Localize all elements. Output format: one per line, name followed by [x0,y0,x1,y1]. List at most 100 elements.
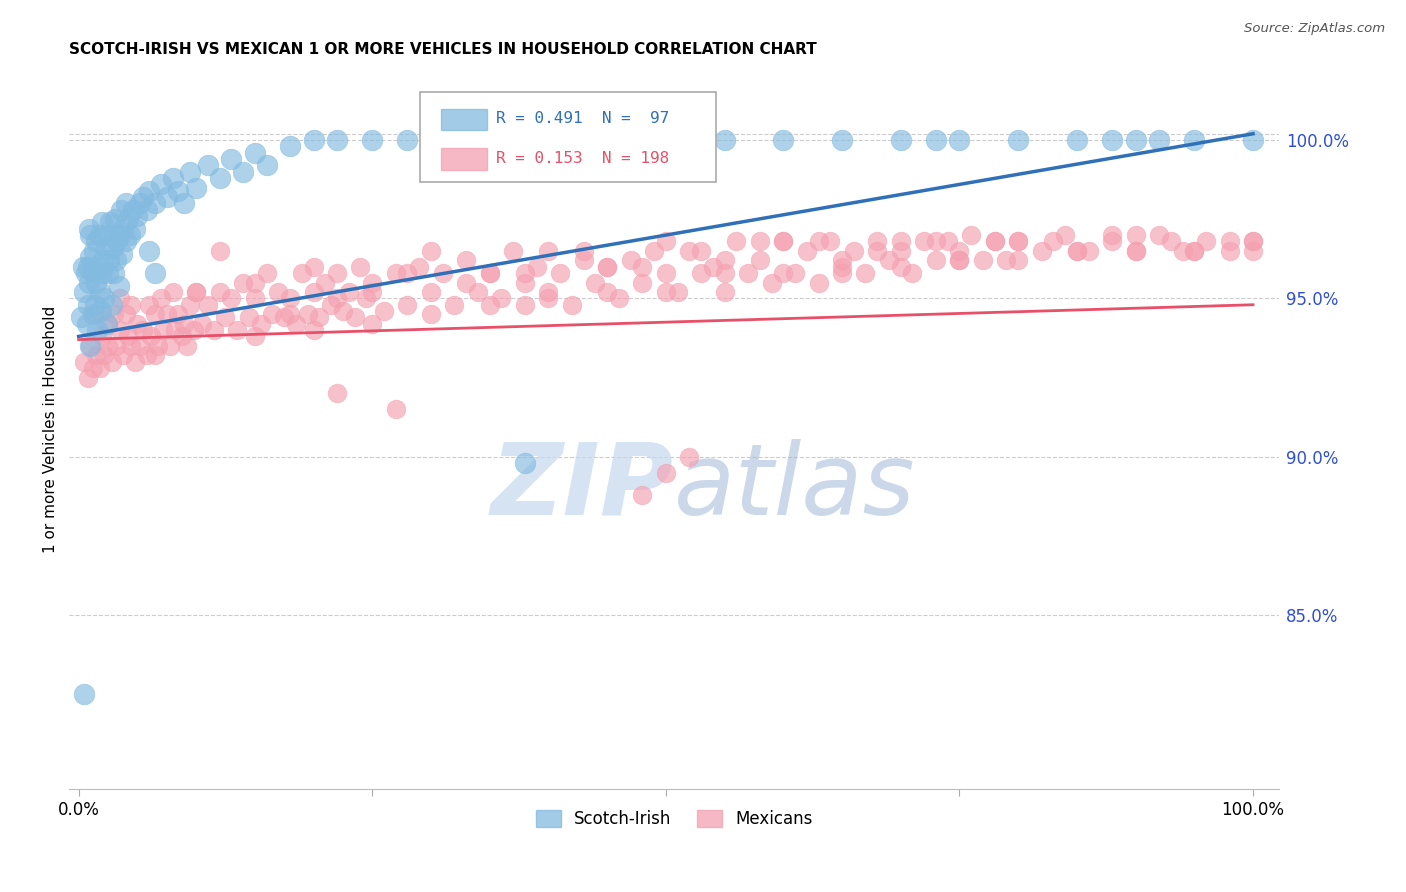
Point [208,285,231,299]
Point [948,253,970,268]
Point [337,285,360,299]
Point [97,266,120,280]
Point [1147,133,1170,147]
Point [690,244,713,258]
Point [90,304,112,318]
Text: Source: ZipAtlas.com: Source: ZipAtlas.com [1244,22,1385,36]
Point [79,250,101,264]
Point [221,292,243,306]
Point [1241,235,1264,249]
Point [108,323,131,337]
Point [772,266,794,280]
FancyBboxPatch shape [420,92,717,182]
Point [478,266,501,280]
Point [326,292,349,306]
Point [159,339,181,353]
Point [772,133,794,147]
Point [79,339,101,353]
Point [643,244,665,258]
Point [183,323,205,337]
Point [1241,244,1264,258]
Point [214,310,236,325]
Point [1066,244,1088,258]
Point [596,260,619,274]
Point [783,266,806,280]
Point [513,298,536,312]
Point [948,133,970,147]
Point [890,133,912,147]
Point [114,307,136,321]
Point [243,145,266,160]
Point [502,244,524,258]
Point [1007,235,1029,249]
Point [226,323,249,337]
Point [326,133,349,147]
Legend: Scotch-Irish, Mexicans: Scotch-Irish, Mexicans [529,804,818,835]
Point [737,266,759,280]
Point [936,235,959,249]
Point [82,361,104,376]
Text: ZIP: ZIP [491,439,673,536]
Point [321,298,343,312]
Point [1007,133,1029,147]
Point [117,212,139,227]
Point [842,244,865,258]
Point [866,244,889,258]
Point [631,488,654,502]
Point [176,339,198,353]
Point [343,310,366,325]
Point [513,456,536,470]
Point [112,348,135,362]
Point [831,133,853,147]
Point [184,180,207,194]
Point [105,235,128,249]
Point [103,307,125,321]
Point [748,235,770,249]
Point [807,235,830,249]
Point [103,266,125,280]
Point [120,228,142,243]
Point [238,310,260,325]
Point [87,260,110,274]
Point [596,133,619,147]
Point [82,307,104,321]
Point [197,298,219,312]
Point [912,235,935,249]
Point [302,260,325,274]
Point [1171,244,1194,258]
Point [73,687,96,701]
Point [326,386,349,401]
Point [1101,228,1123,243]
Point [97,317,120,331]
Point [572,244,595,258]
Point [124,221,146,235]
Point [86,323,108,337]
Point [761,276,783,290]
Point [420,133,443,147]
Point [273,310,295,325]
Point [128,196,150,211]
Point [84,298,107,312]
Point [83,244,105,258]
Point [1241,133,1264,147]
Point [1182,244,1205,258]
Point [1125,244,1147,258]
Point [108,228,131,243]
Point [537,292,560,306]
Point [156,190,179,204]
Point [73,355,96,369]
Point [96,317,118,331]
Point [537,244,560,258]
Point [1007,235,1029,249]
Point [111,247,134,261]
Point [278,139,301,153]
Point [132,190,155,204]
Point [831,260,853,274]
Point [972,253,994,268]
Point [262,307,284,321]
Point [89,361,111,376]
Point [143,348,166,362]
Point [103,228,125,243]
Point [855,266,877,280]
Point [135,348,157,362]
